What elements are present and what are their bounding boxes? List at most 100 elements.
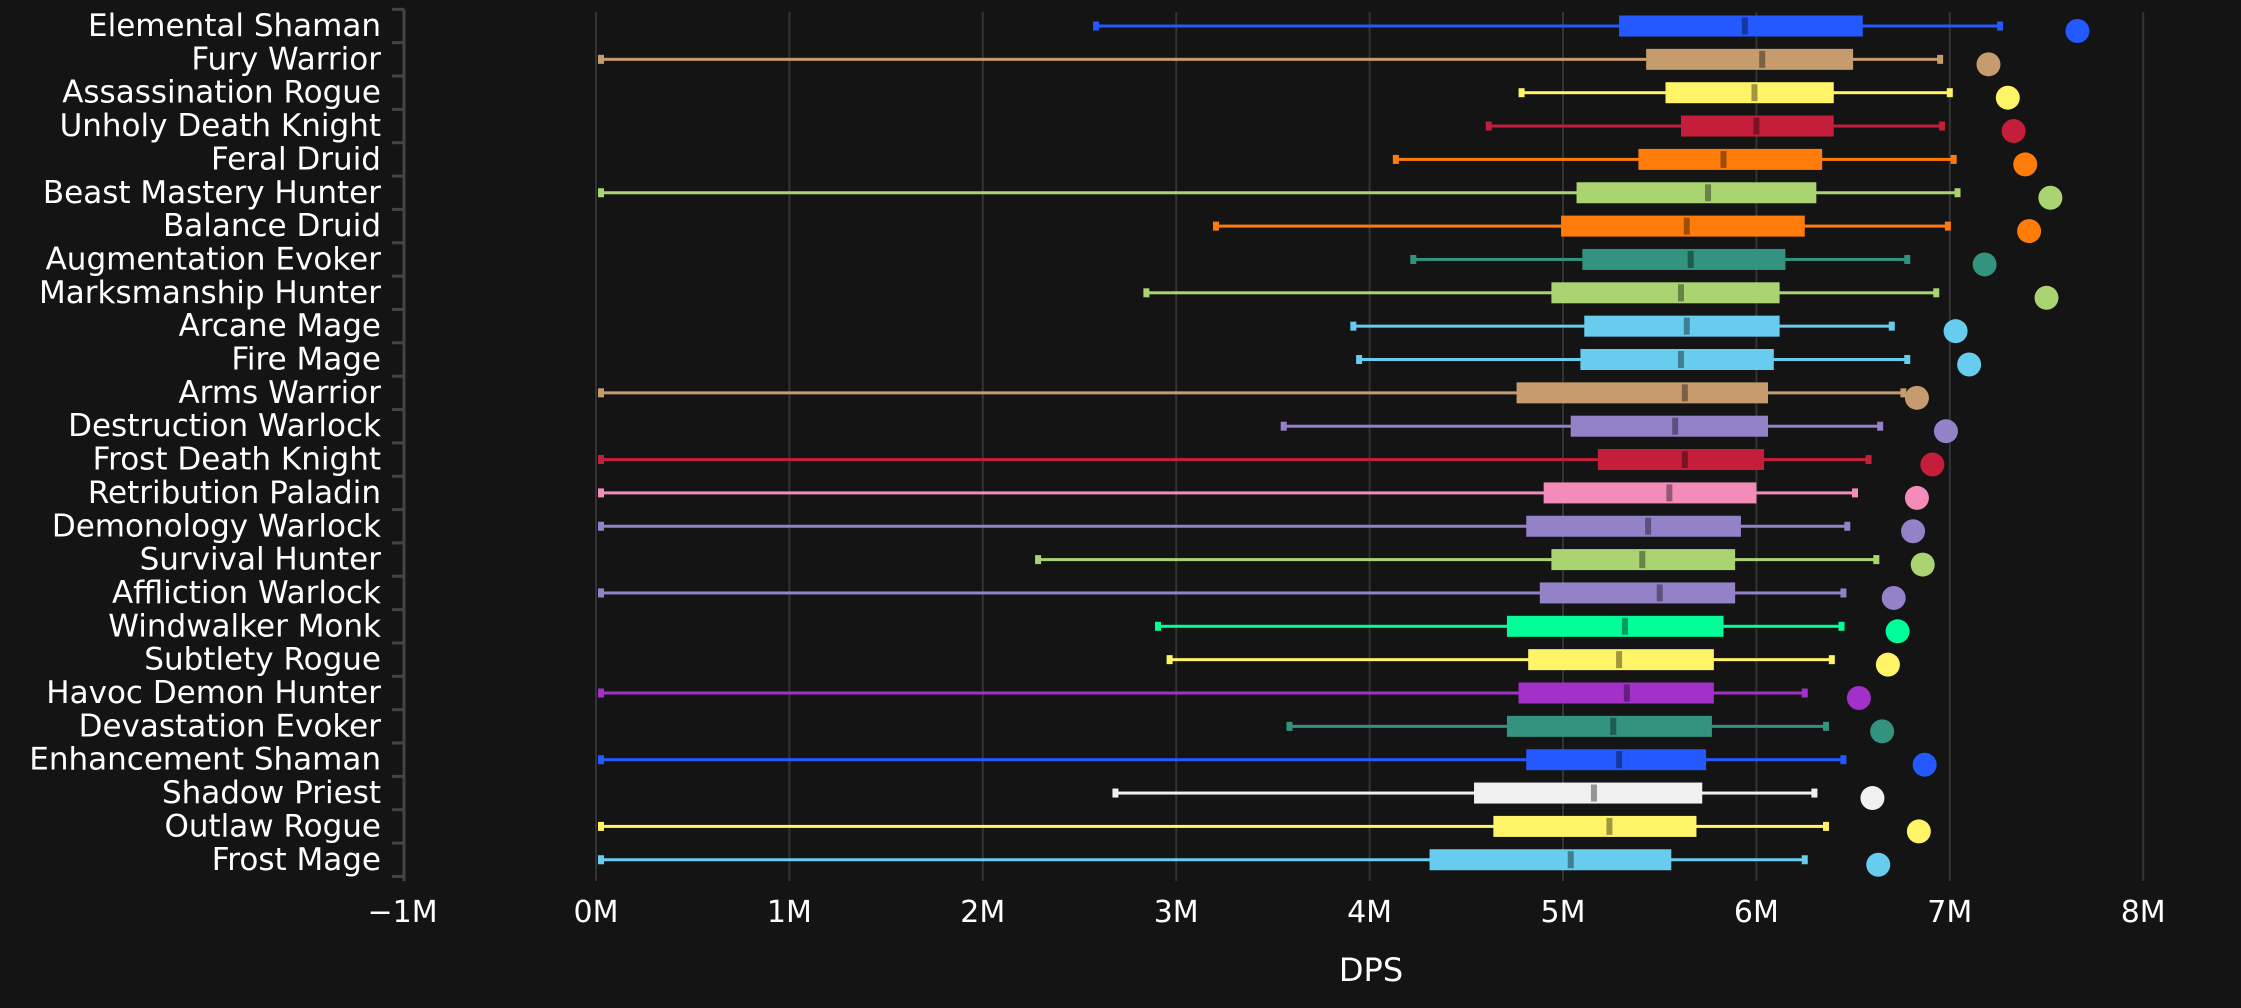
box-row [598, 815, 1931, 844]
whisker-min-cap [1112, 788, 1119, 798]
whisker-min-cap [598, 488, 604, 498]
whisker-min-cap [1154, 621, 1161, 631]
x-tick-label: 0M [574, 895, 619, 930]
top-value-dot [1906, 819, 1931, 844]
x-tick-label: 1M [767, 895, 812, 930]
iqr-box [1580, 349, 1774, 370]
whisker-line [1036, 558, 1877, 562]
median-marker [1567, 851, 1574, 869]
iqr-box [1543, 482, 1757, 504]
box-row [598, 482, 1929, 510]
iqr-box [1506, 715, 1712, 737]
whisker-max-cap [1823, 821, 1830, 831]
box-row [598, 182, 2063, 210]
x-tick-label: 7M [1927, 895, 1972, 930]
x-tick-label: 4M [1347, 895, 1392, 930]
top-value-dot [1943, 319, 1968, 344]
iqr-box [1429, 849, 1672, 871]
median-marker [1705, 184, 1712, 202]
iqr-box [1619, 15, 1863, 37]
whisker-max-cap [1944, 221, 1951, 231]
box-row [598, 849, 1891, 877]
whisker-line [1167, 658, 1832, 662]
whisker-max-cap [1865, 455, 1872, 465]
iqr-box [1526, 515, 1741, 537]
iqr-box [1493, 815, 1697, 837]
whisker-max-cap [1801, 688, 1808, 698]
whisker-max-cap [1823, 721, 1830, 731]
y-category-label: Feral Druid [211, 141, 381, 177]
top-value-dot [1933, 419, 1958, 444]
median-marker [1666, 484, 1673, 502]
median-marker [1616, 751, 1623, 769]
x-tick-label: 3M [1154, 895, 1199, 930]
top-value-dot [1875, 652, 1900, 677]
y-category-label: Havoc Demon Hunter [46, 675, 381, 711]
box-row [1350, 315, 1968, 344]
y-category-label: Unholy Death Knight [60, 108, 381, 144]
whisker-min-cap [598, 54, 604, 64]
x-tick-label: 5M [1541, 895, 1586, 930]
whisker-min-cap [1093, 21, 1100, 31]
y-category-label: Demonology Warlock [52, 508, 381, 544]
median-marker [1672, 417, 1679, 435]
top-value-dot [1957, 352, 1982, 377]
iqr-box [1576, 182, 1817, 204]
iqr-box [1561, 215, 1805, 237]
iqr-box [1584, 315, 1780, 337]
top-value-dot [1901, 519, 1926, 544]
top-value-dot [1846, 686, 1871, 710]
top-value-dot [1904, 385, 1929, 410]
top-value-dot [1885, 619, 1910, 644]
x-tick-label: 6M [1734, 895, 1779, 930]
whisker-max-cap [1904, 254, 1911, 264]
box-row [1166, 649, 1900, 677]
box-row [1213, 215, 2042, 244]
whisker-min-cap [1350, 321, 1357, 331]
y-category-label: Fire Mage [231, 342, 381, 378]
box-row [598, 382, 1929, 410]
iqr-box [1539, 582, 1736, 604]
median-marker [1681, 451, 1688, 469]
y-category-label: Retribution Paladin [88, 475, 381, 511]
whisker-min-cap [1356, 355, 1363, 364]
box-row [1280, 415, 1958, 444]
whisker-max-cap [1840, 755, 1847, 765]
top-value-dot [1976, 52, 2001, 77]
whisker-max-cap [1840, 588, 1847, 598]
box-row [1410, 248, 1997, 277]
median-marker [1677, 351, 1684, 368]
box-series [598, 15, 2090, 877]
y-category-label: Augmentation Evoker [46, 241, 382, 277]
y-category-label: Balance Druid [163, 208, 381, 244]
whisker-min-cap [598, 388, 604, 398]
iqr-box [1582, 248, 1786, 270]
y-category-label: Enhancement Shaman [29, 742, 381, 778]
whisker-line [599, 458, 1869, 462]
whisker-max-cap [1801, 855, 1808, 865]
whisker-line [599, 391, 1904, 395]
median-marker [1751, 84, 1758, 102]
whisker-line [1155, 624, 1842, 628]
top-value-dot [1972, 252, 1997, 277]
whisker-min-cap [1035, 555, 1042, 565]
whisker-max-cap [1888, 321, 1895, 331]
whisker-max-cap [1828, 655, 1835, 665]
median-marker [1610, 717, 1617, 735]
x-tick-label: 8M [2121, 895, 2166, 930]
box-row [598, 582, 1906, 610]
median-marker [1656, 584, 1663, 602]
whisker-line [1094, 24, 2001, 28]
whisker-line [599, 758, 1844, 762]
x-axis-title: DPS [1339, 951, 1403, 989]
median-marker [1683, 217, 1690, 235]
top-value-dot [1904, 485, 1929, 510]
iqr-box [1551, 282, 1780, 304]
whisker-max-cap [1838, 621, 1845, 631]
whisker-max-cap [1946, 88, 1953, 98]
whisker-min-cap [1518, 88, 1525, 98]
whisker-max-cap [1873, 555, 1880, 565]
whisker-min-cap [598, 588, 604, 598]
top-value-dot [1910, 552, 1935, 577]
